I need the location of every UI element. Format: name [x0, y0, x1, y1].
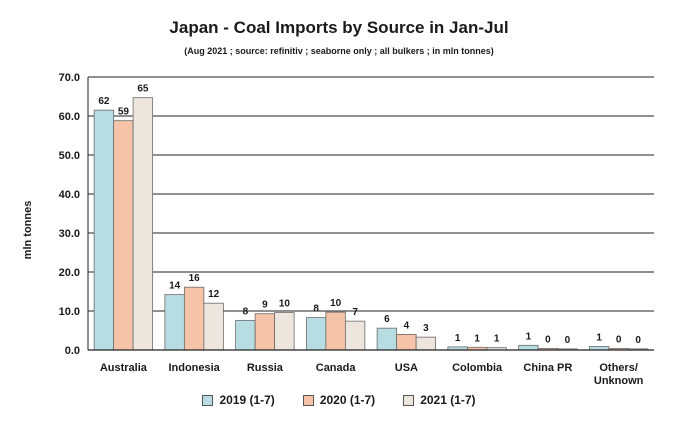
- legend-swatch-2019: [202, 394, 214, 406]
- x-tick-label: China PR: [523, 362, 572, 374]
- x-tick-label-line: Indonesia: [168, 362, 220, 374]
- data-label: 6: [384, 314, 390, 325]
- legend-label-2021: 2021 (1-7): [420, 393, 476, 407]
- y-tick-label: 70.0: [59, 72, 80, 84]
- bar-2020: [183, 286, 205, 351]
- data-label: 8: [313, 304, 319, 315]
- bar-2021: [274, 312, 295, 351]
- bar-2021: [415, 336, 437, 351]
- bar-2020: [396, 333, 417, 351]
- data-label: 1: [474, 333, 480, 344]
- y-tick-label: 60.0: [59, 111, 80, 123]
- bar-2020: [113, 120, 134, 351]
- data-label: 1: [596, 332, 602, 343]
- legend-label-2019: 2019 (1-7): [219, 393, 275, 407]
- x-tick-label-line: Colombia: [452, 362, 503, 374]
- x-tick-label: Colombia: [452, 362, 503, 374]
- legend-item-2019: 2019 (1-7): [202, 393, 275, 407]
- bar-2020: [254, 313, 276, 351]
- legend-swatch-2021: [403, 394, 415, 406]
- data-label: 0: [565, 335, 571, 346]
- bar-2020: [325, 311, 346, 351]
- x-tick-label: Canada: [316, 362, 357, 374]
- legend-item-2020: 2020 (1-7): [302, 393, 376, 407]
- y-tick-label: 30.0: [59, 228, 80, 240]
- bar-2019: [93, 109, 115, 351]
- y-tick-label: 40.0: [59, 189, 80, 201]
- legend-swatch-2020: [302, 394, 314, 406]
- data-label: 59: [118, 107, 130, 118]
- bar-2019: [235, 319, 256, 351]
- bar-2021: [203, 302, 224, 351]
- x-tick-label: Australia: [100, 362, 148, 374]
- chart-subtitle: (Aug 2021 ; source: refinitiv ; seaborne…: [184, 46, 494, 56]
- bar-2019: [518, 344, 539, 351]
- data-label: 65: [137, 84, 149, 95]
- x-tick-label-line: Canada: [316, 362, 357, 374]
- x-tick-label-line: Russia: [247, 362, 284, 374]
- data-label: 0: [635, 335, 641, 346]
- data-label: 7: [352, 307, 358, 318]
- y-axis-label-container: mln tonnes: [14, 180, 42, 280]
- data-label: 16: [189, 273, 201, 284]
- legend-item-2021: 2021 (1-7): [403, 393, 476, 407]
- data-label: 3: [423, 323, 429, 334]
- bar-2019: [164, 294, 185, 351]
- legend: 2019 (1-7) 2020 (1-7) 2021 (1-7): [0, 393, 678, 407]
- data-label: 8: [243, 306, 249, 317]
- data-label: 0: [545, 334, 551, 345]
- bar-2019: [305, 317, 327, 351]
- data-label: 10: [279, 299, 291, 310]
- data-label: 0: [616, 334, 622, 345]
- x-tick-label: Russia: [247, 362, 284, 374]
- x-tick-label: Others/Unknown: [594, 362, 644, 387]
- x-tick-label: USA: [395, 362, 418, 374]
- x-tick-label-line: China PR: [523, 362, 572, 374]
- x-tick-label-line: USA: [395, 362, 418, 374]
- data-label: 4: [404, 320, 410, 331]
- data-label: 1: [455, 333, 461, 344]
- legend-label-2020: 2020 (1-7): [319, 393, 376, 407]
- x-tick-label-line: Unknown: [594, 375, 644, 387]
- data-label: 62: [98, 96, 110, 107]
- y-tick-label: 10.0: [59, 306, 80, 318]
- y-tick-label: 50.0: [59, 150, 80, 162]
- data-label: 14: [169, 281, 181, 292]
- data-label: 12: [208, 289, 220, 300]
- chart-title: Japan - Coal Imports by Source in Jan-Ju…: [169, 18, 509, 37]
- data-label: 1: [494, 334, 500, 345]
- y-tick-label: 20.0: [59, 267, 80, 279]
- x-tick-label-line: Australia: [100, 362, 148, 374]
- bar-2019: [376, 327, 398, 351]
- x-tick-label: Indonesia: [168, 362, 220, 374]
- y-tick-label: 0.0: [65, 345, 80, 357]
- data-label: 1: [526, 331, 532, 342]
- data-label: 9: [262, 300, 268, 311]
- bar-2021: [132, 97, 154, 351]
- y-axis-label: mln tonnes: [22, 200, 34, 260]
- x-tick-label-line: Others/: [599, 362, 638, 374]
- data-label: 10: [330, 298, 342, 309]
- bar-2021: [344, 320, 366, 351]
